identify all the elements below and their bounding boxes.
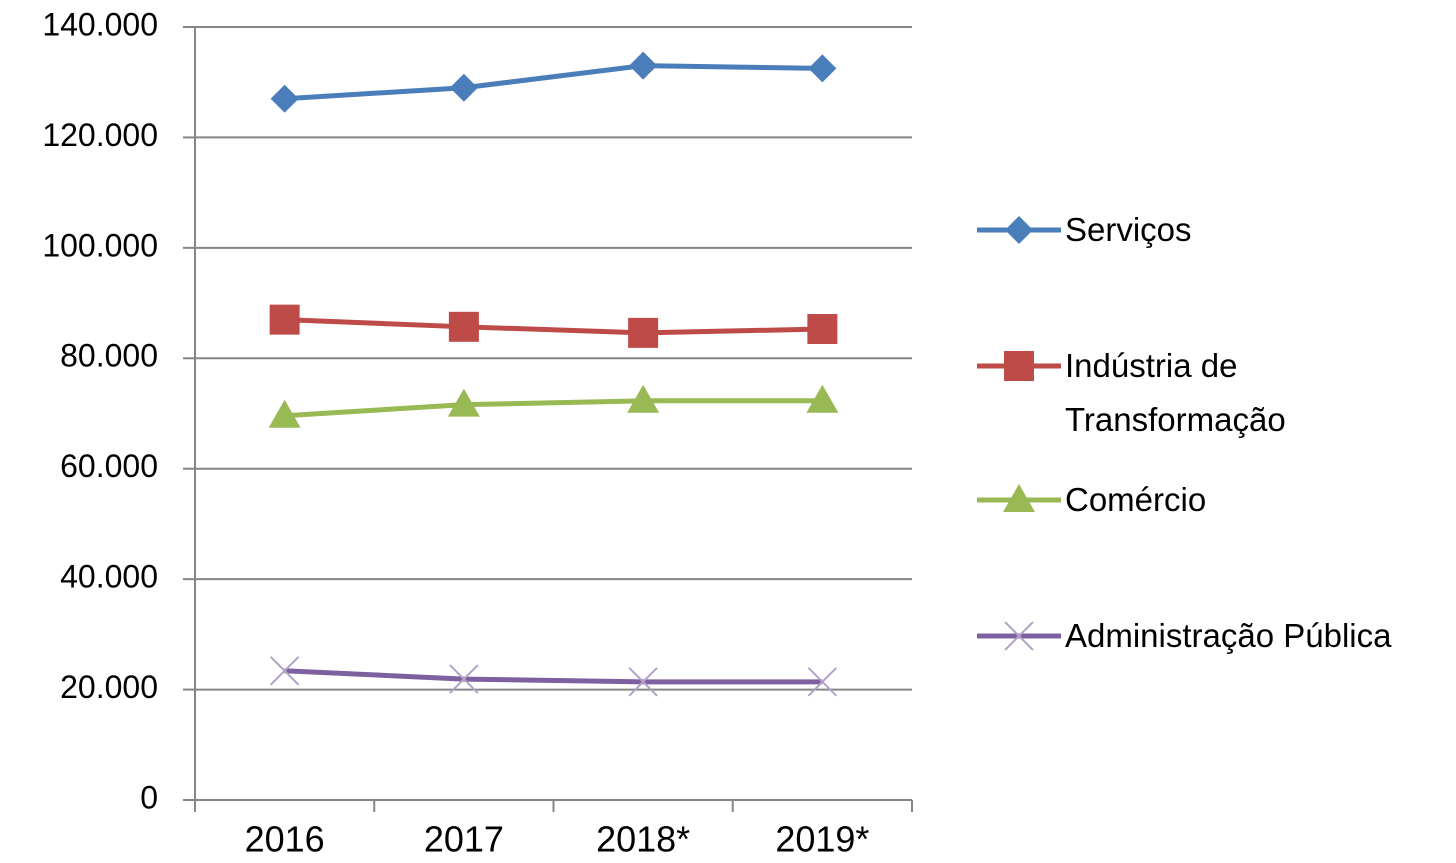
series-line: [284, 398, 823, 419]
y-tick-label: 120.000: [42, 117, 158, 153]
x-tick-label: 2017: [424, 819, 504, 860]
marker: [270, 84, 299, 113]
legend-marker: [977, 484, 1061, 512]
marker: [1005, 216, 1033, 244]
marker: [449, 664, 479, 694]
legend-marker: [977, 351, 1061, 381]
marker: [269, 656, 300, 686]
x-tick-label: 2018*: [596, 819, 690, 860]
marker: [807, 667, 838, 697]
legend-label: Indústria de Transformação: [1065, 347, 1286, 438]
marker: [448, 311, 479, 342]
marker: [628, 667, 658, 697]
marker: [449, 73, 478, 102]
y-tick-label: 60.000: [60, 448, 158, 484]
marker: [627, 384, 660, 413]
marker: [1004, 621, 1034, 651]
series-line: [284, 63, 823, 102]
legend-item: Serviços: [975, 203, 1453, 257]
series-line: [284, 317, 823, 336]
marker: [1003, 484, 1035, 512]
marker: [447, 388, 480, 417]
legend-item: Comércio: [975, 473, 1453, 527]
series-line: [284, 668, 823, 685]
legend-label: Serviços: [1065, 211, 1192, 248]
legend-marker: [977, 216, 1061, 244]
marker: [808, 54, 837, 83]
x-tick-label: 2019*: [775, 819, 869, 860]
legend-item: Administração Pública: [975, 609, 1453, 663]
y-tick-label: 140.000: [42, 6, 158, 42]
y-tick-label: 40.000: [60, 559, 158, 595]
x-tick-label: 2016: [245, 819, 325, 860]
marker: [807, 314, 838, 345]
marker: [629, 51, 658, 80]
legend-label: Comércio: [1065, 481, 1207, 518]
marker: [268, 399, 301, 428]
y-tick-label: 100.000: [42, 227, 158, 263]
marker: [628, 317, 659, 348]
marker: [269, 304, 300, 335]
marker: [806, 384, 839, 413]
y-tick-label: 0: [140, 779, 158, 815]
marker: [1004, 351, 1034, 381]
y-tick-label: 80.000: [60, 338, 158, 374]
legend-marker: [977, 621, 1061, 651]
y-tick-label: 20.000: [60, 669, 158, 705]
legend-label: Administração Pública: [1065, 617, 1392, 654]
legend-item: Indústria de Transformação: [975, 339, 1453, 447]
